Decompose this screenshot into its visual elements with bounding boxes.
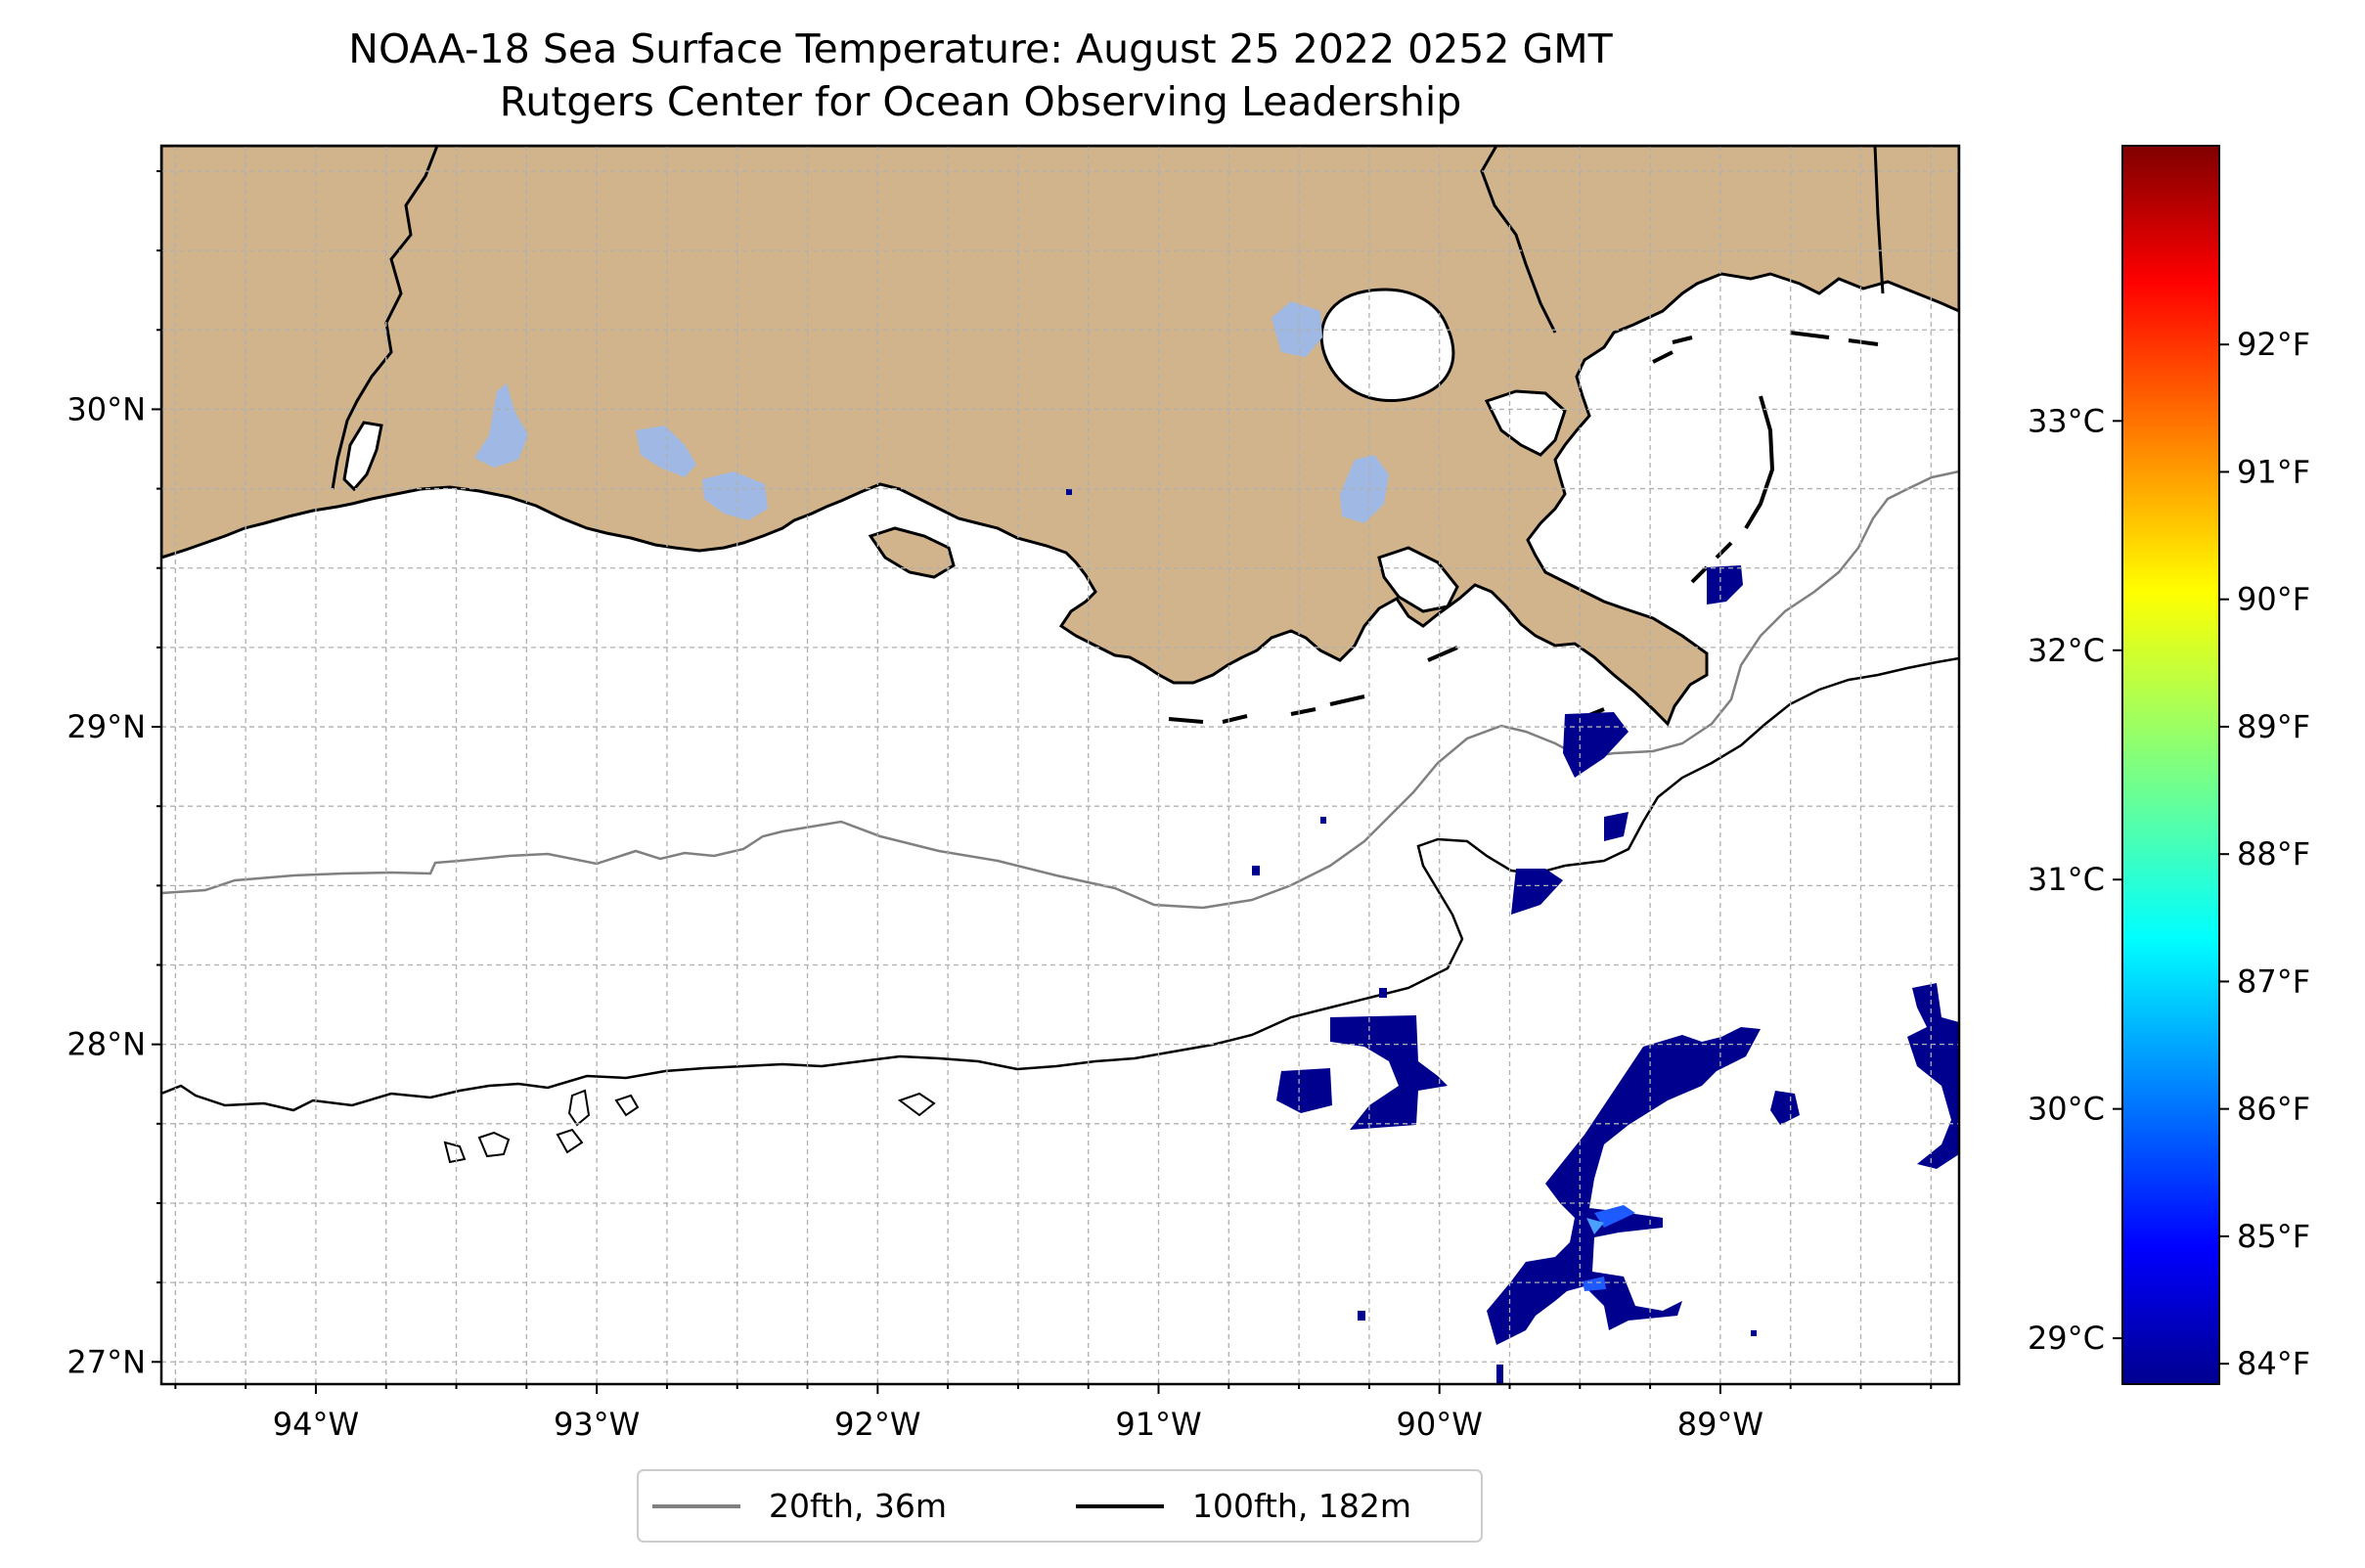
graticule — [161, 146, 1959, 1384]
colorbar-c-label: 30°C — [2028, 1091, 2105, 1128]
lon-tick-label: 89°W — [1677, 1406, 1763, 1443]
isobath-100fth — [161, 656, 1959, 1112]
lon-tick-label: 94°W — [273, 1406, 359, 1443]
colorbar-ticks: 29°C 30°C 31°C 32°C 33°C 84°F 85°F 86°F 87°F 88°F… — [2028, 326, 2310, 1382]
colorbar-f-label: 85°F — [2237, 1218, 2310, 1255]
lat-tick-label: 28°N — [67, 1026, 146, 1063]
lat-tick-label: 30°N — [67, 390, 146, 427]
chandeleur-islands — [1652, 331, 1879, 584]
colorbar-f-label: 91°F — [2237, 453, 2310, 490]
lake-blue-5 — [1340, 455, 1389, 523]
map-title: NOAA-18 Sea Surface Temperature: August … — [348, 25, 1613, 72]
colorbar-f-label: 87°F — [2237, 963, 2310, 1000]
marsh-island — [868, 526, 956, 579]
sst-warm-spots — [1583, 1205, 1635, 1291]
lon-tick-label: 90°W — [1397, 1406, 1483, 1443]
legend: 20fth, 36m 100fth, 182m — [637, 1469, 1483, 1543]
colorbar-f-label: 84°F — [2237, 1345, 2310, 1382]
legend-box — [637, 1469, 1483, 1543]
legend-label-20fth: 20fth, 36m — [769, 1487, 947, 1525]
lon-tick-label: 93°W — [554, 1406, 640, 1443]
legend-label-100fth: 100fth, 182m — [1192, 1487, 1411, 1525]
map-axis-ticks: 94°W 93°W 92°W 91°W 90°W 89°W 30°N 29°N 28°N 27°N — [67, 169, 1933, 1443]
lake-blue-2 — [636, 426, 696, 477]
colorbar-f-label: 90°F — [2237, 581, 2310, 618]
isobath-20fth — [161, 470, 1959, 910]
lake-blue-1 — [474, 383, 528, 468]
lon-tick-label: 91°W — [1115, 1406, 1201, 1443]
lat-tick-label: 27°N — [67, 1343, 146, 1380]
colorbar-c-label: 33°C — [2028, 402, 2105, 439]
map-frame — [159, 144, 1961, 1386]
colorbar-f-label: 89°F — [2237, 708, 2310, 745]
colorbar-f-label: 88°F — [2237, 835, 2310, 873]
lat-tick-label: 29°N — [67, 708, 146, 745]
colorbar-c-label: 31°C — [2028, 861, 2105, 898]
lake-borgne-area — [1484, 389, 1567, 457]
lake-pontchartrain — [1319, 288, 1455, 403]
lon-tick-label: 92°W — [834, 1406, 920, 1443]
bathy-features — [443, 1089, 936, 1164]
lake-blue-3 — [702, 471, 768, 520]
colorbar-f-label: 92°F — [2237, 326, 2310, 363]
colorbar-f-label: 86°F — [2237, 1091, 2310, 1128]
colorbar-c-label: 29°C — [2028, 1320, 2105, 1357]
lake-blue-4 — [1272, 301, 1322, 357]
barrier-islands — [1168, 646, 1605, 724]
map-subtitle: Rutgers Center for Ocean Observing Leade… — [499, 78, 1462, 125]
border-ms-al — [1873, 146, 1885, 294]
calcasieu-lake — [342, 421, 383, 492]
colorbar — [2121, 145, 2220, 1385]
colorbar-c-label: 32°C — [2028, 632, 2105, 669]
barataria-bay — [1377, 546, 1459, 613]
